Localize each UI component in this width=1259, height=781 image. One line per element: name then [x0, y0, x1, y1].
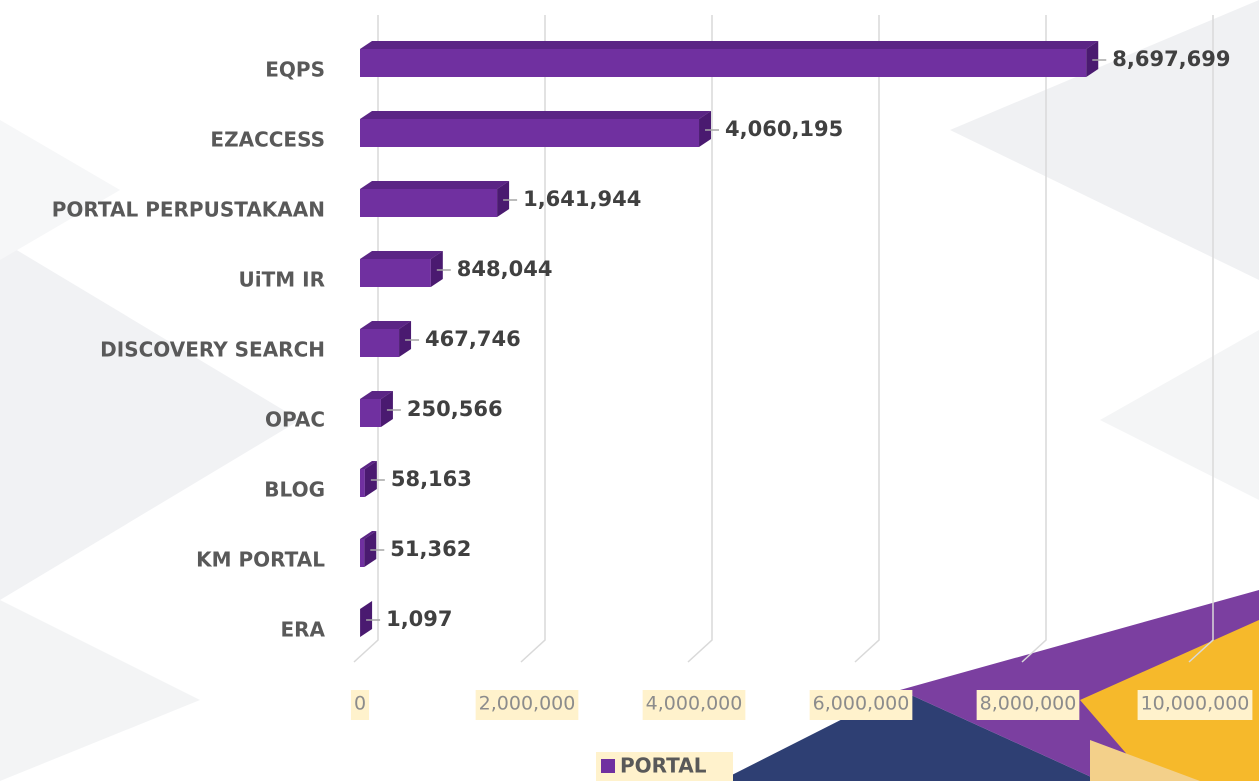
y-tick-label: OPAC	[265, 408, 325, 432]
bar-side	[364, 461, 377, 497]
grid: 0 2,000,000 4,000,000 6,000,000 8,000,000 10,…	[350, 15, 1253, 720]
grid-line	[854, 15, 880, 663]
value-label: 4,060,195	[725, 117, 843, 141]
x-tick-label: 0	[354, 693, 366, 715]
bar-side	[380, 391, 393, 427]
legend: PORTAL	[596, 752, 733, 781]
bar-side	[360, 601, 373, 637]
bar	[360, 531, 377, 567]
tick-label-bg	[976, 690, 1080, 720]
bar-top	[360, 321, 412, 329]
x-tick-label: 4,000,000	[646, 693, 743, 715]
bar-side	[497, 181, 510, 217]
bar-front	[360, 469, 365, 497]
bar-front	[360, 399, 381, 427]
tick-label-bg	[809, 690, 913, 720]
bar-top	[360, 41, 1099, 49]
y-tick-label: ERA	[280, 618, 325, 642]
x-tick-label: 6,000,000	[813, 693, 910, 715]
tick-label-bg	[642, 690, 746, 720]
value-label: 467,746	[425, 327, 521, 351]
bar-side	[1086, 41, 1099, 77]
bar-top	[360, 461, 377, 469]
y-tick-label: KM PORTAL	[196, 548, 325, 572]
grid-line	[520, 15, 546, 663]
bar	[360, 111, 712, 147]
y-tick-label: EZACCESS	[210, 128, 325, 152]
legend-label: PORTAL	[620, 754, 707, 778]
bar-front	[360, 539, 365, 567]
grid-line	[353, 15, 379, 663]
bar-top	[360, 391, 393, 399]
bar	[360, 181, 510, 217]
value-label: 1,097	[386, 607, 452, 631]
bar-top	[360, 111, 712, 119]
value-label: 58,163	[391, 467, 472, 491]
y-tick-label: EQPS	[265, 58, 325, 82]
bar-top	[360, 181, 510, 189]
bar	[360, 41, 1099, 77]
bar-side	[430, 251, 443, 287]
grid-line	[1188, 15, 1214, 663]
value-label: 848,044	[457, 257, 553, 281]
bars: EQPS 8,697,699 EZACCESS 4,060,195 PORTAL PER…	[52, 41, 1231, 642]
bar-front	[360, 49, 1087, 77]
value-label: 1,641,944	[523, 187, 641, 211]
x-tick-label: 10,000,000	[1141, 693, 1250, 715]
tick-label-bg	[350, 690, 370, 720]
bar-front	[360, 329, 400, 357]
bar-side	[699, 111, 712, 147]
bar	[360, 251, 443, 287]
tick-label-bg	[1137, 690, 1253, 720]
y-tick-label: PORTAL PERPUSTAKAAN	[52, 198, 325, 222]
value-label: 51,362	[390, 537, 471, 561]
bar	[360, 321, 412, 357]
y-tick-label: DISCOVERY SEARCH	[100, 338, 325, 362]
y-tick-label: BLOG	[264, 478, 325, 502]
bar-side	[399, 321, 412, 357]
bar-top	[360, 531, 377, 539]
x-tick-label: 8,000,000	[980, 693, 1077, 715]
bar	[360, 391, 393, 427]
legend-swatch	[601, 759, 615, 773]
bar-side	[364, 531, 377, 567]
bar	[360, 601, 373, 637]
grid-line	[1021, 15, 1047, 663]
x-tick-label: 2,000,000	[479, 693, 576, 715]
value-label: 8,697,699	[1112, 47, 1230, 71]
y-tick-label: UiTM IR	[239, 268, 325, 292]
grid-line	[687, 15, 713, 663]
bar-top	[360, 601, 373, 609]
bar	[360, 461, 377, 497]
bar-front	[360, 259, 431, 287]
legend-box	[596, 752, 733, 781]
bar-top	[360, 251, 443, 259]
value-label: 250,566	[407, 397, 503, 421]
bar-front	[360, 189, 498, 217]
tick-label-bg	[475, 690, 579, 720]
bar-front	[360, 119, 700, 147]
